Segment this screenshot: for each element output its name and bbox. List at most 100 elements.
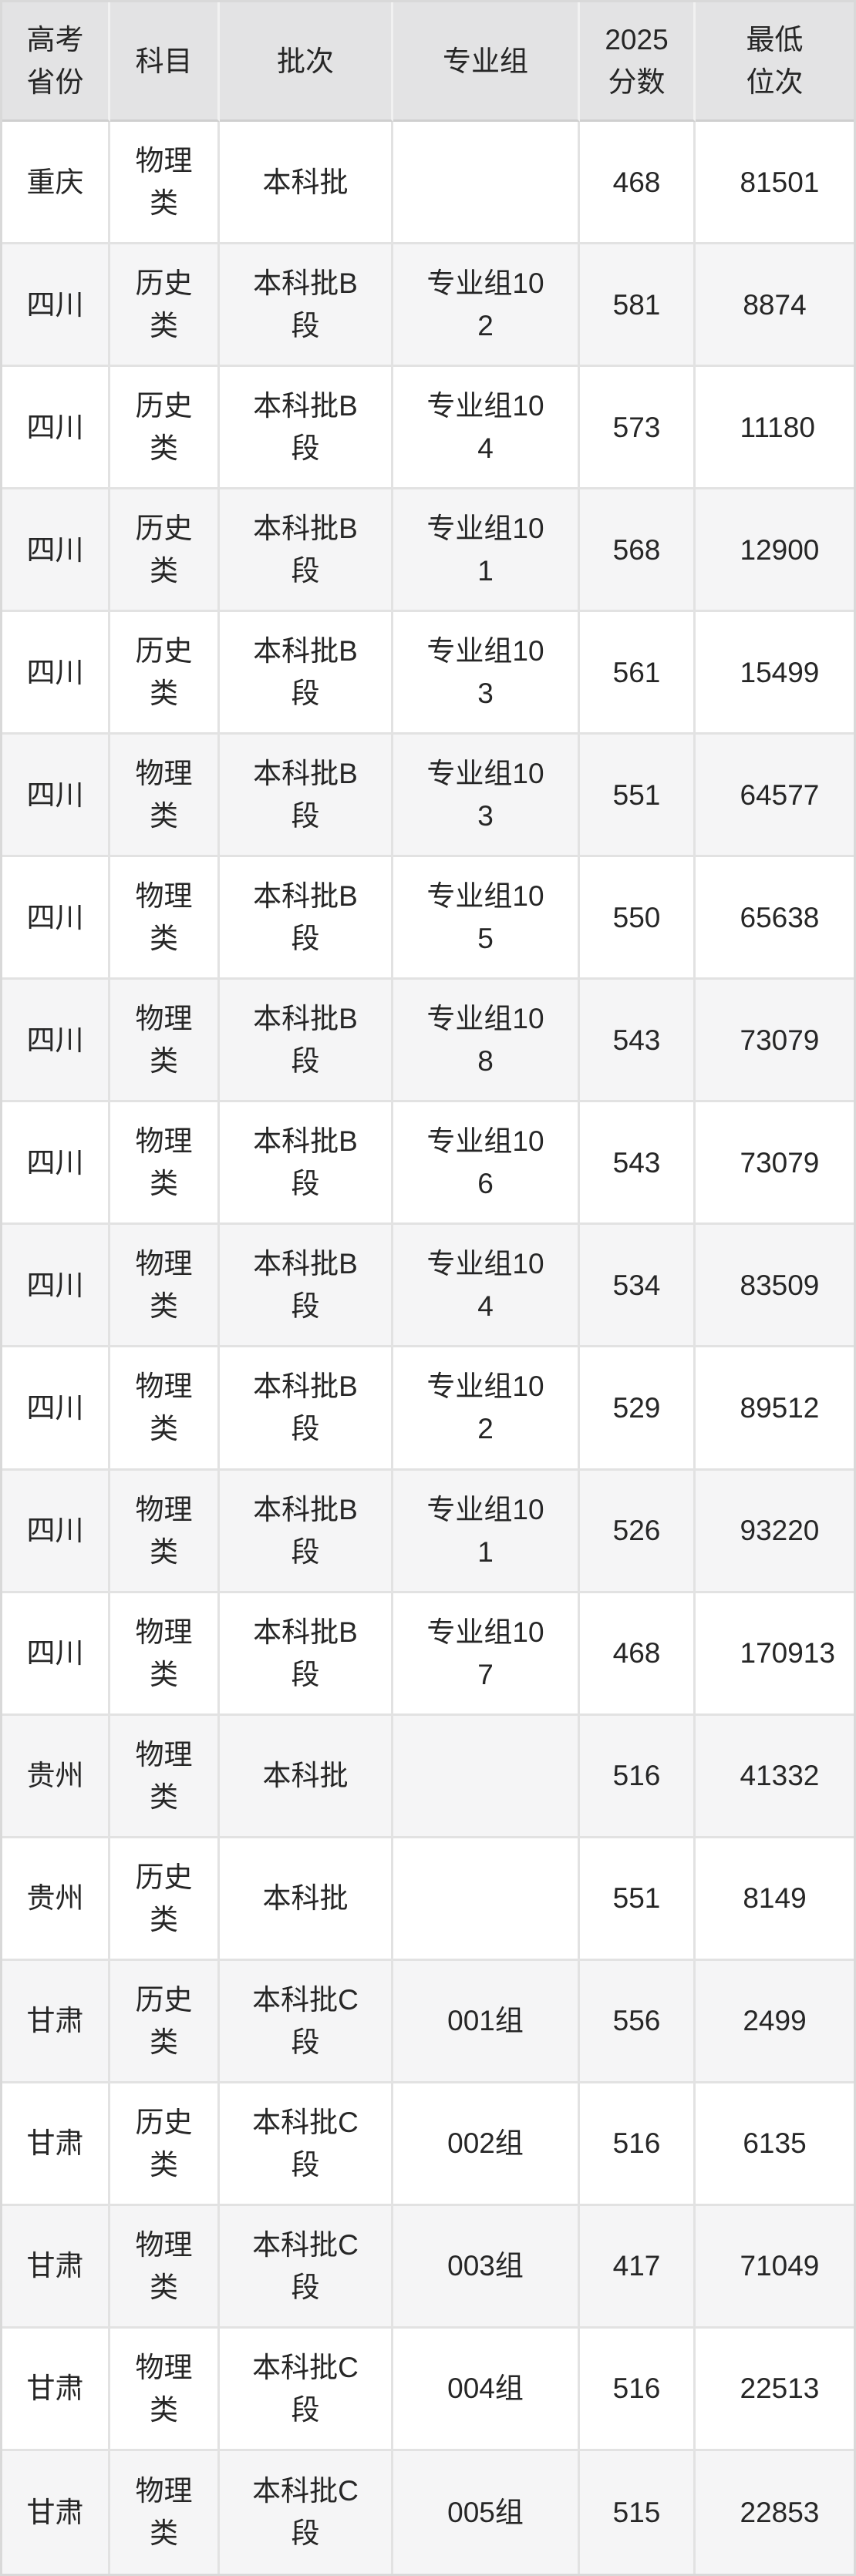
cell-subject: 物理类 bbox=[110, 1470, 220, 1593]
cell-text: 41332 bbox=[740, 1760, 820, 1792]
cell-rank: 8874 bbox=[696, 244, 854, 368]
cell-text: 本科批B段 bbox=[253, 1493, 358, 1568]
cell-score: 581 bbox=[580, 244, 696, 368]
cell-province: 贵州 bbox=[2, 1838, 110, 1961]
cell-text: 本科批B段 bbox=[253, 758, 358, 832]
cell-score: 468 bbox=[580, 1592, 696, 1716]
table-body: 重庆 物理类 本科批 468 81501 四川 历史类 本科批B段 专业组102 581 8874 四… bbox=[2, 122, 854, 2574]
cell-text: 81501 bbox=[740, 166, 820, 198]
cell-rank: 73079 bbox=[696, 980, 854, 1103]
cell-text: 本科批B段 bbox=[253, 635, 358, 710]
cell-text: 甘肃 bbox=[26, 2250, 84, 2282]
cell-subject: 历史类 bbox=[110, 489, 220, 613]
column-header-label: 最低位次 bbox=[746, 24, 804, 98]
cell-text: 物理类 bbox=[135, 1125, 193, 1200]
cell-text: 11180 bbox=[740, 411, 815, 443]
cell-score: 516 bbox=[580, 2328, 696, 2451]
cell-score: 551 bbox=[580, 1838, 696, 1961]
cell-text: 四川 bbox=[26, 1637, 84, 1670]
table-row: 四川 物理类 本科批B段 专业组105 550 65638 bbox=[2, 857, 854, 980]
cell-text: 556 bbox=[612, 2005, 661, 2037]
cell-batch: 本科批B段 bbox=[220, 980, 393, 1103]
cell-batch: 本科批B段 bbox=[220, 612, 393, 735]
cell-text: 物理类 bbox=[135, 758, 193, 832]
cell-text: 本科批C段 bbox=[252, 1983, 359, 2058]
cell-province: 甘肃 bbox=[2, 1960, 110, 2083]
cell-batch: 本科批 bbox=[220, 1838, 393, 1961]
cell-group: 专业组105 bbox=[393, 857, 580, 980]
cell-batch: 本科批B段 bbox=[220, 1225, 393, 1348]
cell-rank: 22513 bbox=[696, 2329, 854, 2451]
cell-batch: 本科批C段 bbox=[220, 2328, 393, 2451]
table-row: 四川 物理类 本科批B段 专业组108 543 73079 bbox=[2, 980, 854, 1103]
cell-subject: 历史类 bbox=[110, 2083, 220, 2206]
cell-rank: 93220 bbox=[696, 1471, 854, 1593]
cell-text: 本科批B段 bbox=[253, 1125, 358, 1200]
cell-score: 526 bbox=[580, 1470, 696, 1593]
table-row: 四川 历史类 本科批B段 专业组102 581 8874 bbox=[2, 244, 854, 368]
cell-group: 专业组103 bbox=[393, 735, 580, 858]
cell-batch: 本科批B段 bbox=[220, 489, 393, 613]
cell-subject: 物理类 bbox=[110, 1347, 220, 1471]
cell-text: 历史类 bbox=[135, 267, 193, 342]
table-row: 四川 历史类 本科批B段 专业组104 573 11180 bbox=[2, 367, 854, 490]
cell-province: 甘肃 bbox=[2, 2083, 110, 2206]
cell-rank: 8149 bbox=[696, 1838, 854, 1961]
cell-group bbox=[393, 122, 580, 245]
table-row: 贵州 物理类 本科批 516 41332 bbox=[2, 1715, 854, 1838]
cell-text: 四川 bbox=[26, 1269, 84, 1301]
cell-subject: 物理类 bbox=[110, 1715, 220, 1838]
cell-rank: 22853 bbox=[696, 2451, 854, 2574]
table-row: 四川 物理类 本科批B段 专业组101 526 93220 bbox=[2, 1470, 854, 1593]
cell-subject: 物理类 bbox=[110, 2328, 220, 2451]
cell-text: 本科批B段 bbox=[253, 390, 358, 465]
cell-rank: 89512 bbox=[696, 1347, 854, 1471]
cell-text: 516 bbox=[612, 2127, 661, 2160]
cell-text: 561 bbox=[612, 656, 661, 688]
cell-text: 四川 bbox=[26, 1515, 84, 1547]
cell-subject: 物理类 bbox=[110, 2450, 220, 2574]
cell-text: 001组 bbox=[447, 2005, 524, 2037]
cell-score: 534 bbox=[580, 1225, 696, 1348]
cell-score: 515 bbox=[580, 2450, 696, 2574]
column-header-label: 批次 bbox=[277, 45, 334, 77]
table-row: 贵州 历史类 本科批 551 8149 bbox=[2, 1838, 854, 1961]
cell-text: 543 bbox=[612, 1024, 661, 1056]
cell-text: 本科批B段 bbox=[253, 1616, 358, 1690]
cell-score: 551 bbox=[580, 735, 696, 858]
cell-text: 529 bbox=[612, 1391, 661, 1424]
column-header-province: 高考省份 bbox=[2, 2, 110, 122]
cell-text: 专业组104 bbox=[426, 390, 544, 465]
cell-province: 四川 bbox=[2, 489, 110, 613]
cell-text: 515 bbox=[612, 2496, 661, 2528]
table-row: 甘肃 历史类 本科批C段 002组 516 6135 bbox=[2, 2083, 854, 2206]
cell-text: 物理类 bbox=[135, 1738, 193, 1813]
cell-text: 581 bbox=[612, 288, 661, 321]
cell-text: 003组 bbox=[447, 2250, 524, 2282]
cell-text: 526 bbox=[612, 1515, 661, 1547]
table-row: 甘肃 物理类 本科批C段 003组 417 71049 bbox=[2, 2205, 854, 2329]
cell-province: 四川 bbox=[2, 980, 110, 1103]
cell-rank: 73079 bbox=[696, 1102, 854, 1226]
cell-text: 历史类 bbox=[135, 1861, 193, 1935]
cell-text: 本科批B段 bbox=[253, 1248, 358, 1323]
cell-group: 专业组106 bbox=[393, 1102, 580, 1226]
cell-text: 004组 bbox=[447, 2373, 524, 2405]
cell-province: 四川 bbox=[2, 244, 110, 368]
column-header-label: 专业组 bbox=[443, 45, 528, 77]
cell-text: 物理类 bbox=[135, 1370, 193, 1445]
cell-province: 重庆 bbox=[2, 122, 110, 245]
cell-text: 本科批B段 bbox=[253, 1370, 358, 1445]
cell-text: 65638 bbox=[740, 901, 820, 933]
cell-text: 71049 bbox=[740, 2250, 820, 2282]
table-row: 四川 物理类 本科批B段 专业组107 468 170913 bbox=[2, 1592, 854, 1716]
column-header-group: 专业组 bbox=[393, 2, 580, 122]
cell-text: 543 bbox=[612, 1146, 661, 1179]
cell-score: 468 bbox=[580, 122, 696, 245]
cell-score: 516 bbox=[580, 1715, 696, 1838]
cell-subject: 历史类 bbox=[110, 244, 220, 368]
cell-rank: 170913 bbox=[696, 1593, 854, 1716]
cell-batch: 本科批 bbox=[220, 1715, 393, 1838]
table-row: 甘肃 物理类 本科批C段 005组 515 22853 bbox=[2, 2450, 854, 2574]
cell-group: 专业组107 bbox=[393, 1592, 580, 1716]
